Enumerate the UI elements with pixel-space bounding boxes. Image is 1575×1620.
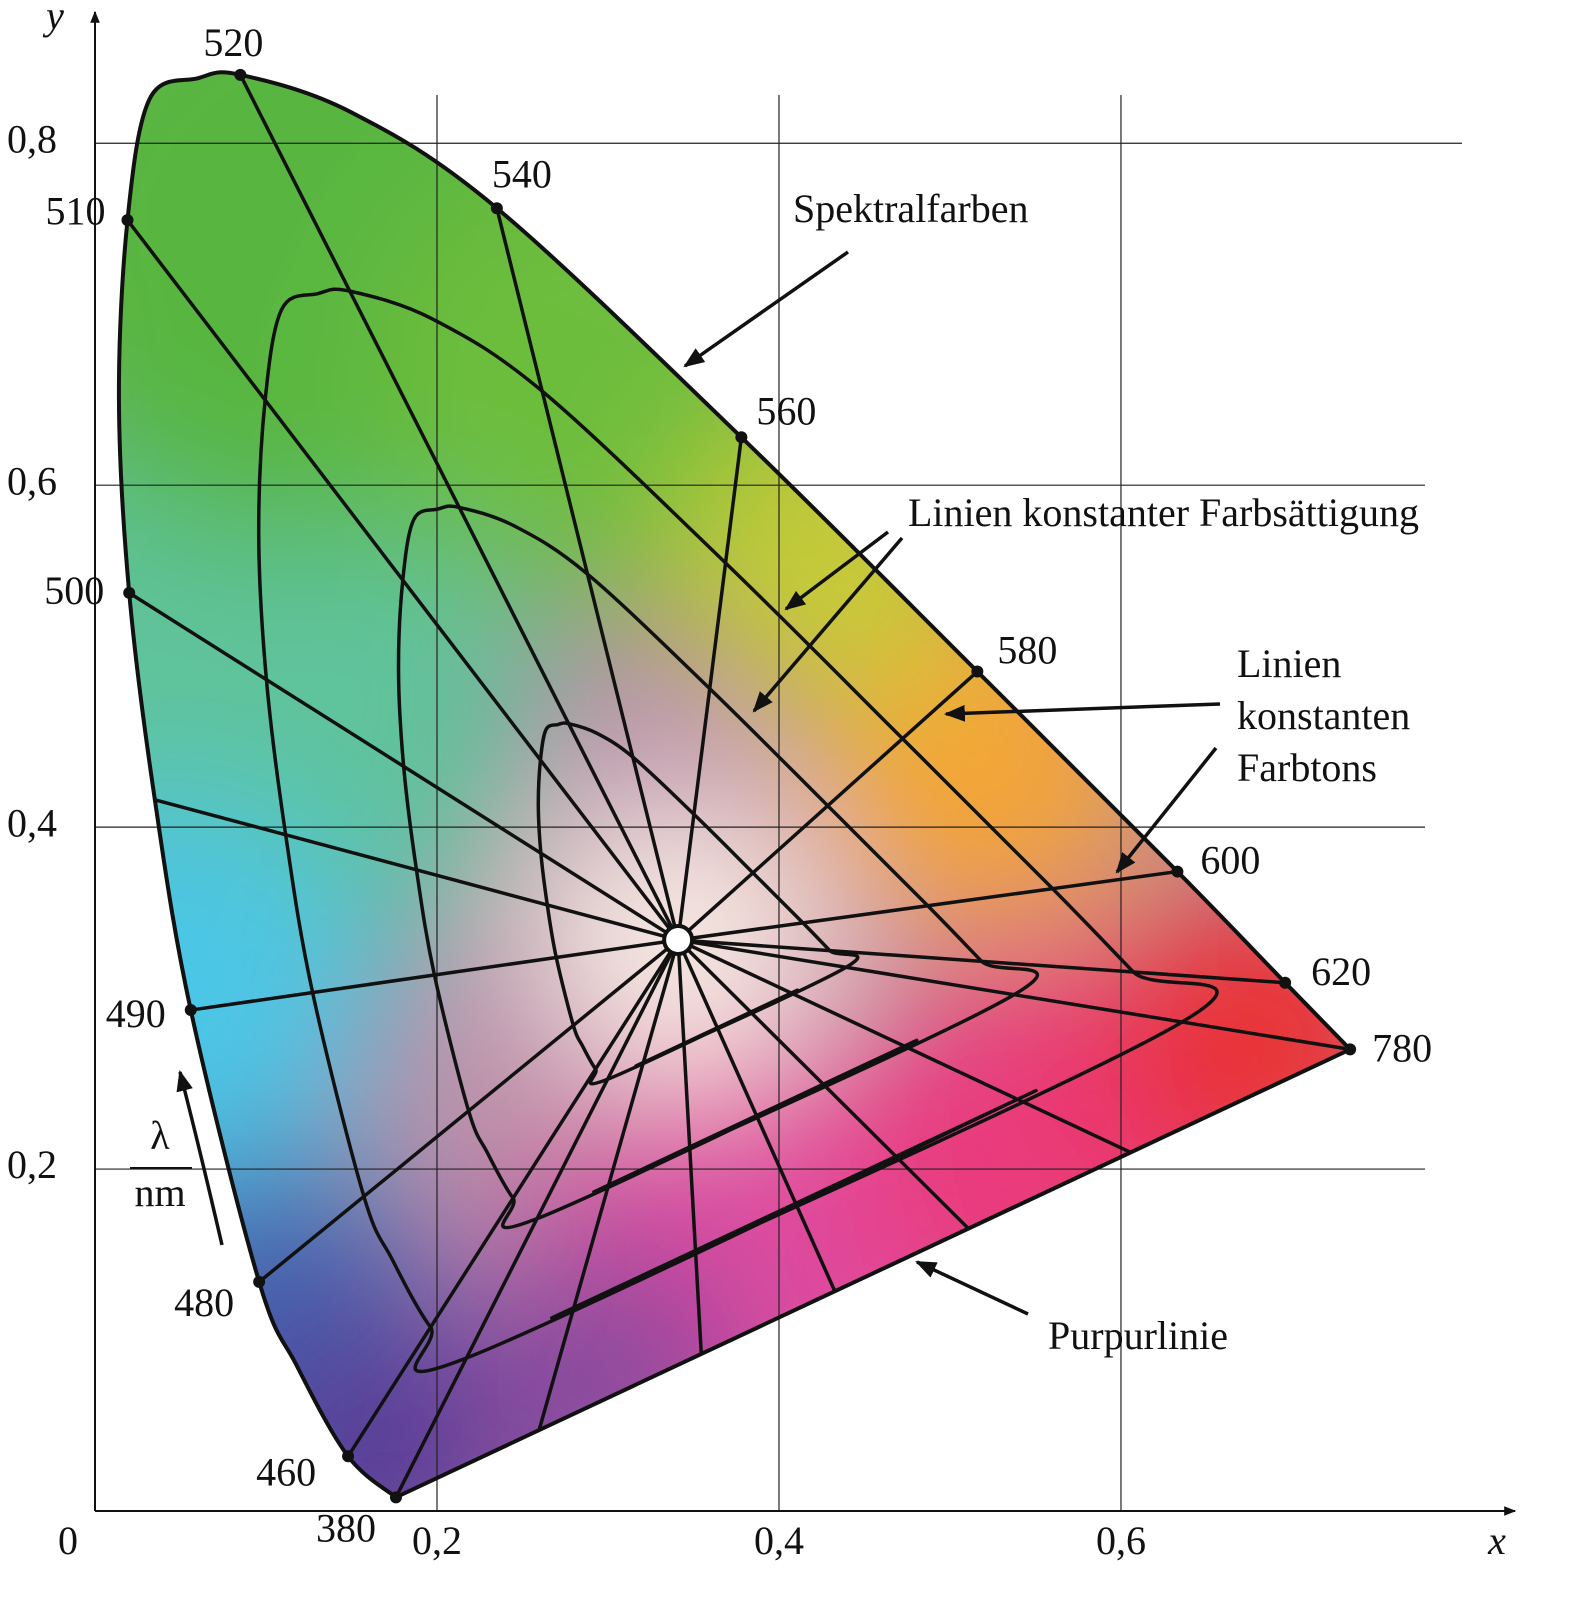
locus-point [971, 665, 984, 678]
wavelength-label: 560 [756, 388, 816, 433]
locus-point [342, 1450, 355, 1463]
locus-point [234, 68, 247, 81]
y-axis-label: y [42, 0, 64, 38]
x-tick-label: 0,2 [412, 1518, 462, 1563]
arrow [1115, 746, 1218, 874]
wavelength-label: 620 [1311, 949, 1371, 994]
annotation: Farbtons [1237, 745, 1377, 790]
grid [95, 95, 1462, 1511]
wavelength-label: 580 [997, 628, 1057, 673]
wavelength-label: 520 [203, 20, 263, 65]
locus-point [121, 214, 134, 227]
locus-point [184, 1004, 197, 1017]
y-tick-label: 0,8 [7, 116, 57, 161]
annotation: Linien konstanter Farbsättigung [908, 490, 1419, 535]
locus-point [1279, 976, 1292, 989]
white-point [662, 923, 695, 956]
y-tick-label: 0,4 [7, 800, 57, 845]
locus-point [123, 586, 136, 599]
locus-point [735, 431, 748, 444]
saturation-curve [256, 287, 1219, 1374]
locus-point [1171, 865, 1184, 878]
y-tick-label: 0,2 [7, 1142, 57, 1187]
arrow [176, 1069, 224, 1246]
x-axis-label: x [1487, 1518, 1506, 1563]
locus-point [1344, 1043, 1357, 1056]
wavelength-label: 600 [1200, 838, 1260, 883]
annotation: Spektralfarben [793, 186, 1028, 231]
x-tick-label: 0,4 [754, 1518, 804, 1563]
wavelength-symbol: λ [150, 1113, 170, 1158]
arrow [943, 702, 1221, 722]
saturation-curve [396, 504, 1040, 1230]
annotation: konstanten [1237, 693, 1410, 738]
wavelength-label: 540 [492, 151, 552, 196]
arrow [683, 250, 850, 368]
wavelength-label: 380 [316, 1505, 376, 1550]
x-tick-label: 0 [58, 1518, 78, 1563]
arrow [752, 536, 904, 713]
x-tick-label: 0,6 [1096, 1518, 1146, 1563]
arrow [784, 530, 890, 611]
blobs [118, 72, 1351, 1498]
arrow [915, 1260, 1029, 1316]
wavelength-label: 510 [45, 188, 105, 233]
annotation: Linien [1237, 641, 1341, 686]
saturation-curve [536, 721, 860, 1086]
wavelength-unit: nm [134, 1170, 185, 1215]
locus-point [389, 1491, 402, 1504]
locus-point [490, 202, 503, 215]
wavelength-label: 480 [174, 1280, 234, 1325]
wavelength-label: 460 [256, 1449, 316, 1494]
locus-point [253, 1275, 266, 1288]
wavelength-label: 780 [1372, 1026, 1432, 1071]
wavelength-label: 490 [106, 991, 166, 1036]
annotation: Purpurlinie [1048, 1313, 1228, 1358]
y-tick-label: 0,6 [7, 458, 57, 503]
